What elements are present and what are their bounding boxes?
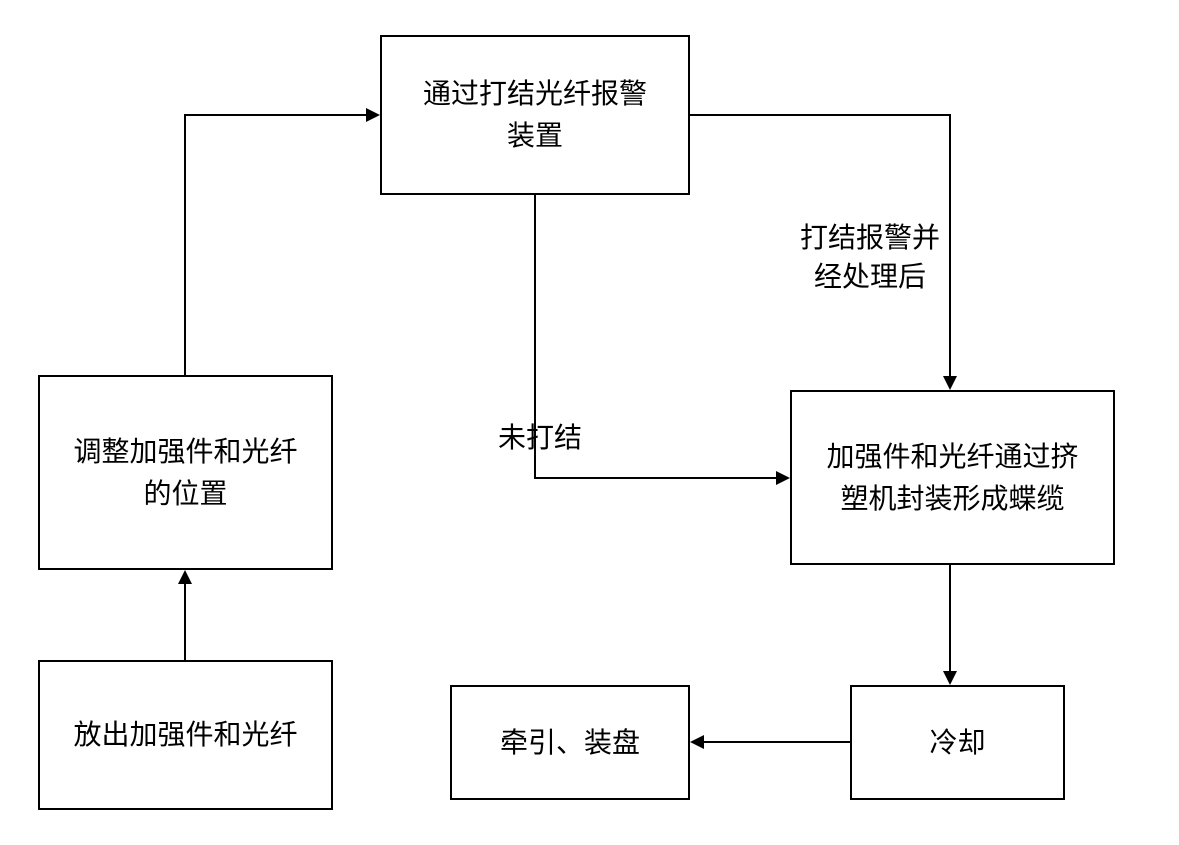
- flow-node-label: 调整加强件和光纤的位置: [73, 431, 297, 515]
- flow-node-label: 通过打结光纤报警装置: [423, 73, 647, 157]
- flow-node-extrude: 加强件和光纤通过挤塑机封装形成蝶缆: [790, 390, 1115, 565]
- flow-node-release: 放出加强件和光纤: [38, 660, 333, 810]
- flow-node-label: 冷却: [929, 722, 985, 764]
- flow-node-adjust: 调整加强件和光纤的位置: [38, 375, 333, 570]
- flow-node-knot-alarm: 通过打结光纤报警装置: [380, 35, 690, 195]
- edge-label-not-knotted: 未打结: [480, 418, 600, 457]
- flow-node-label: 加强件和光纤通过挤塑机封装形成蝶缆: [826, 436, 1078, 520]
- flow-node-cool: 冷却: [850, 685, 1065, 800]
- flow-node-label: 放出加强件和光纤: [73, 714, 297, 756]
- flow-node-label: 牵引、装盘: [500, 722, 640, 764]
- edge-label-knotted: 打结报警并经处理后: [770, 218, 970, 296]
- flow-node-traction: 牵引、装盘: [450, 685, 690, 800]
